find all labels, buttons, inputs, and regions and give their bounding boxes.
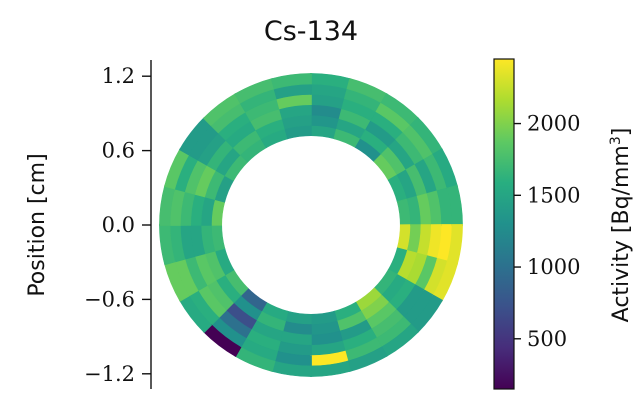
annulus-heatmap xyxy=(159,73,463,377)
colorbar-tick-label: 1000 xyxy=(527,255,580,279)
colorbar-tick-label: 1500 xyxy=(527,183,580,207)
colorbar-ticks: 500 1000 1500 2000 xyxy=(514,112,580,351)
heatmap-cell xyxy=(270,73,312,90)
colorbar-tick-label: 2000 xyxy=(527,112,580,136)
colorbar-label-superscript: 3 xyxy=(608,136,624,145)
colorbar-tick-label: 500 xyxy=(527,327,567,351)
y-axis-ticks: 1.2 0.6 0.0 −0.6 −1.2 xyxy=(84,64,151,386)
y-tick-label: 0.0 xyxy=(102,213,135,237)
y-tick-label: 0.6 xyxy=(102,139,135,163)
colorbar-label: Activity [Bq/mm3] xyxy=(608,128,634,323)
y-tick-label: −0.6 xyxy=(84,287,135,311)
y-axis-label: Position [cm] xyxy=(25,153,50,296)
y-tick-label: 1.2 xyxy=(102,64,135,88)
colorbar-label-suffix: ] xyxy=(609,128,634,137)
y-tick-label: −1.2 xyxy=(84,362,135,386)
colorbar-label-main: Activity [Bq/mm xyxy=(609,145,634,322)
chart-title: Cs-134 xyxy=(264,16,358,47)
colorbar xyxy=(493,58,515,390)
